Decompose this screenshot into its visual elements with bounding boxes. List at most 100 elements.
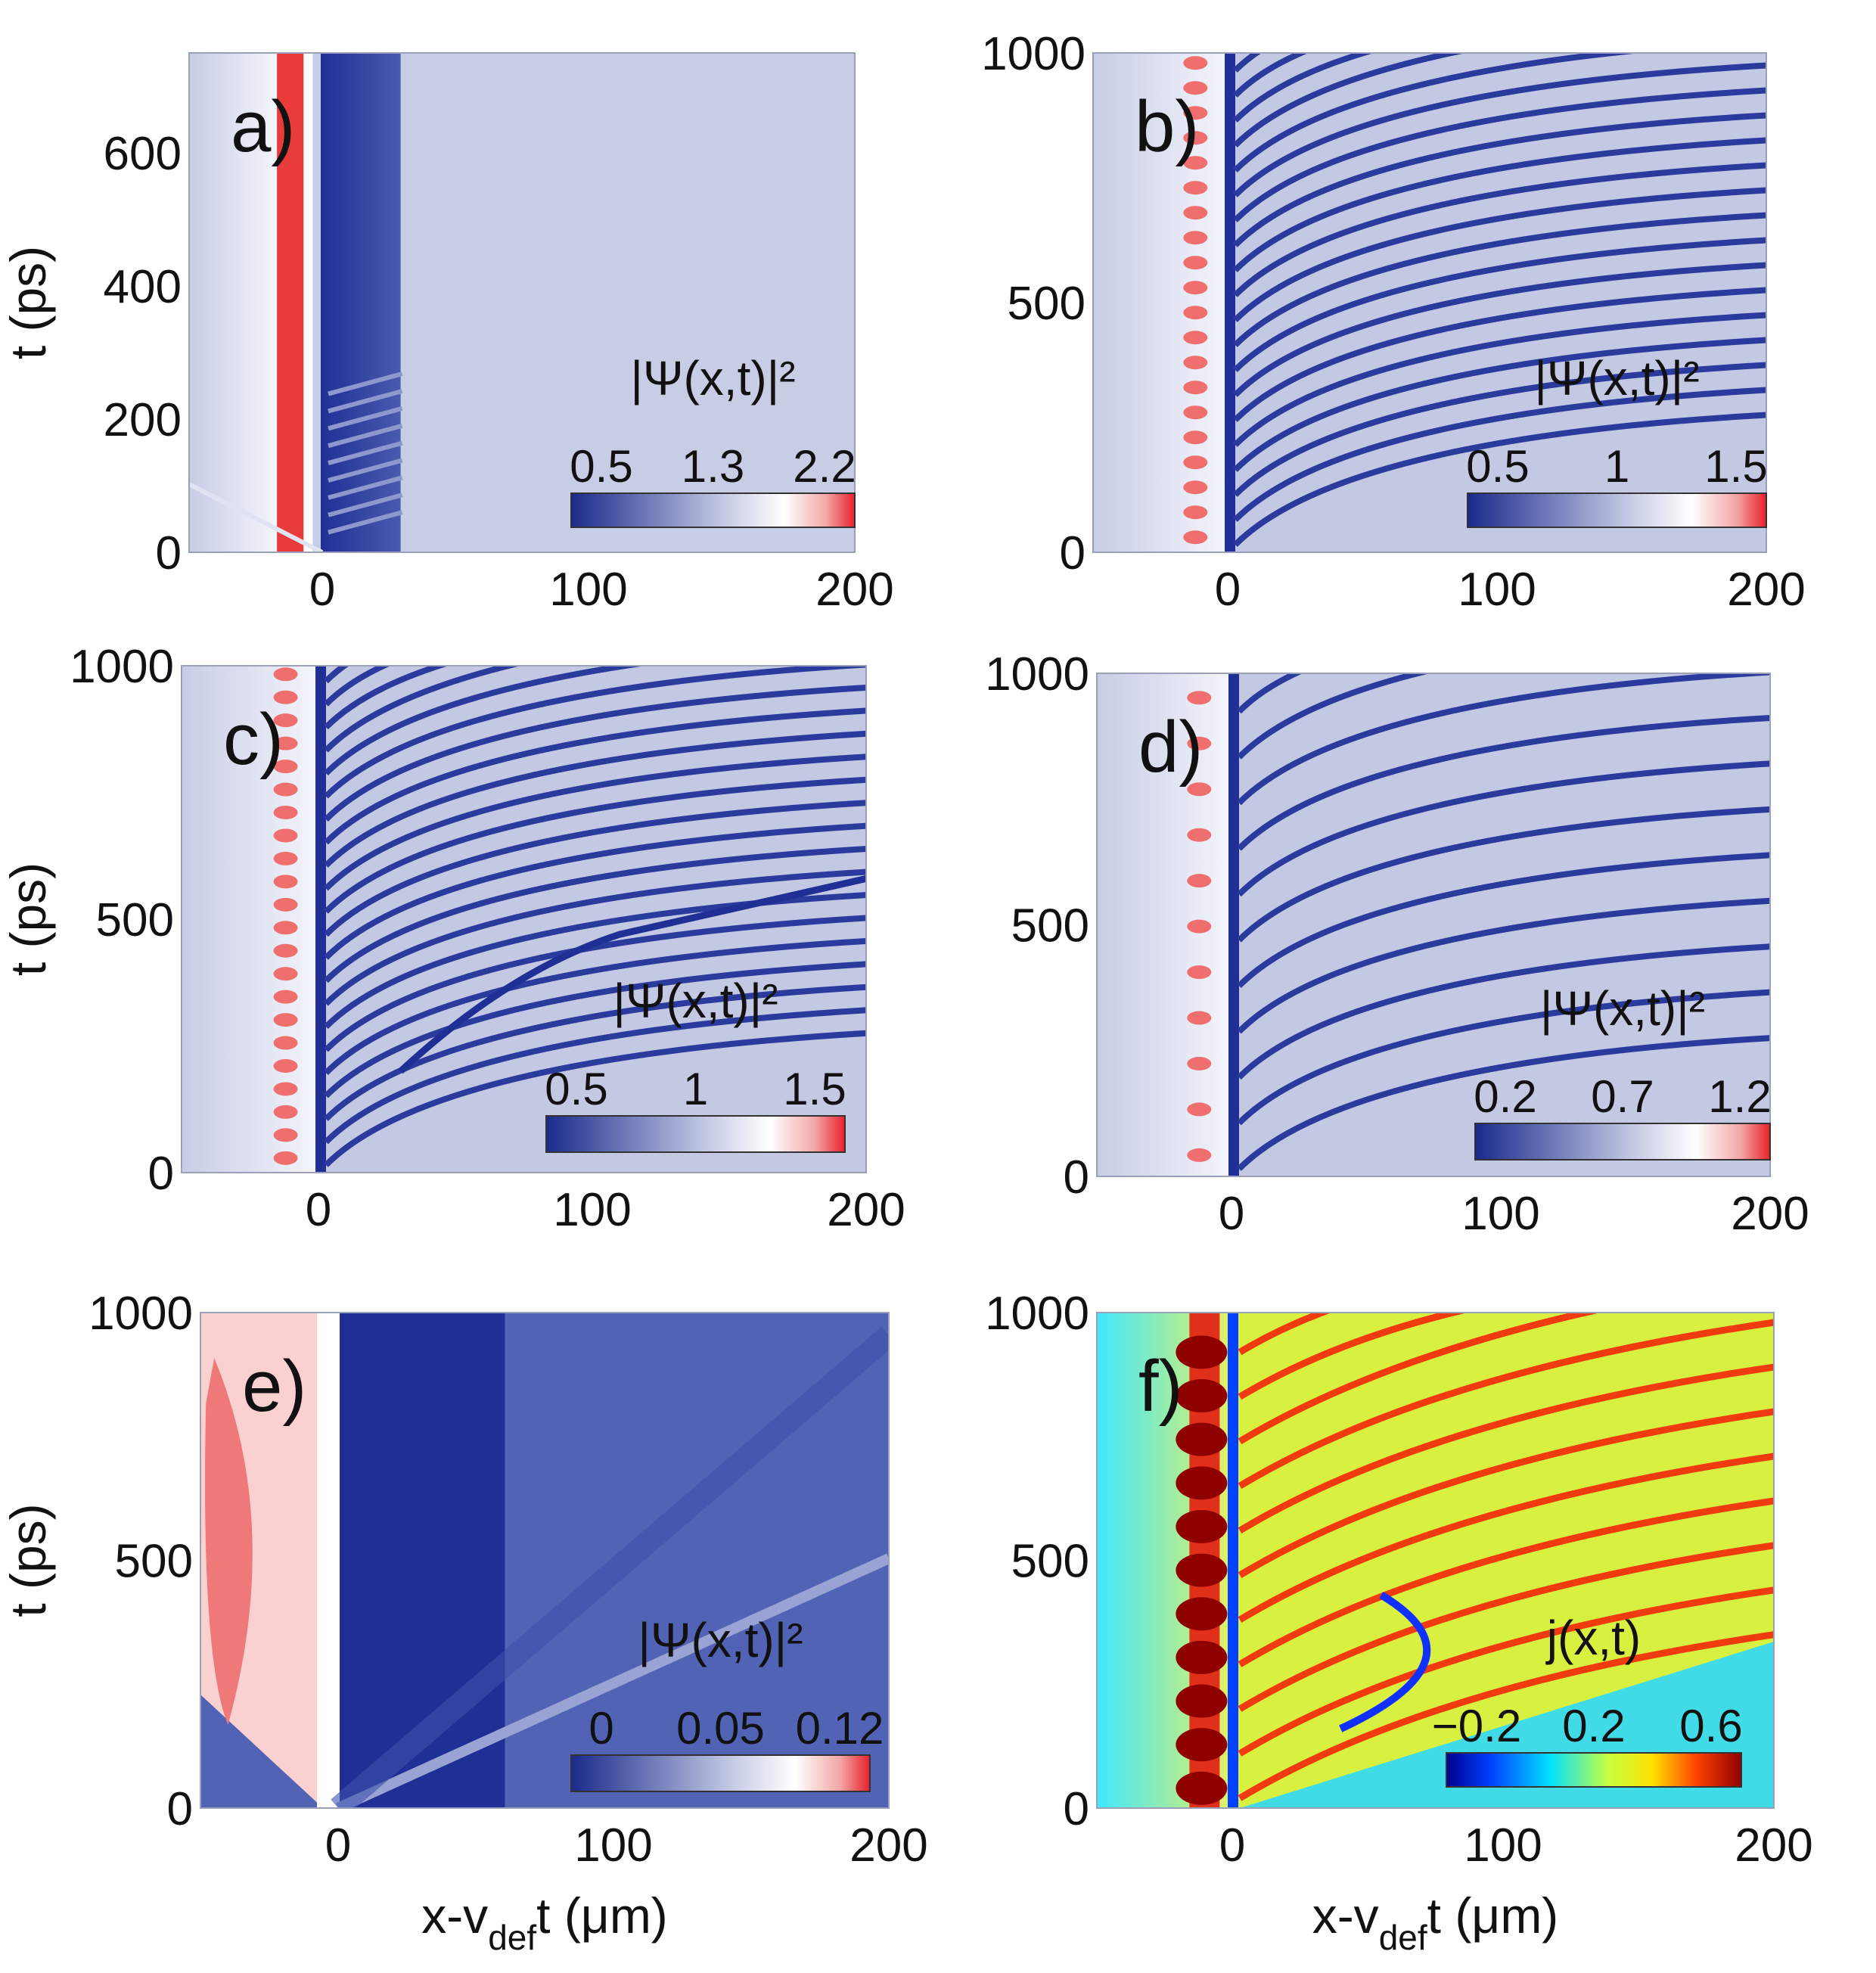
dark-soliton <box>324 1007 866 1145</box>
red-spot <box>1187 1056 1212 1070</box>
red-spot <box>273 805 298 819</box>
y-tick-label: 0 <box>156 527 182 579</box>
defect-line <box>1228 1313 1238 1808</box>
y-tick-label: 1000 <box>985 1288 1089 1340</box>
dark-soliton <box>1237 852 1770 989</box>
red-spot <box>1187 828 1212 842</box>
colorbar-tick-label: 0.5 <box>545 1064 607 1114</box>
colorbar: |Ψ(x,t)|²0.2 0.7 1.2 <box>1474 981 1772 1160</box>
y-tick-label: 500 <box>1011 1536 1089 1588</box>
colorbar-title: |Ψ(x,t)|² <box>1534 351 1699 405</box>
y-tick-label: 1000 <box>89 1288 193 1340</box>
red-spot <box>1183 181 1208 195</box>
colorbar-tick-label: 0 <box>589 1703 613 1754</box>
red-spot <box>1183 206 1208 220</box>
dark-soliton <box>1233 337 1766 472</box>
x-tick-label: 100 <box>553 1184 631 1236</box>
colorbar: |Ψ(x,t)|² 0 0.05 0.12 <box>570 1613 884 1792</box>
ripple-line <box>328 475 403 500</box>
red-spot <box>273 690 298 704</box>
dark-soliton <box>1237 897 1770 1034</box>
red-spot <box>273 1036 298 1050</box>
dark-soliton <box>324 846 866 983</box>
heatmap-area <box>1093 53 1766 552</box>
panel-d: d) 0 100 200 0 500 1000 |Ψ(x,t)|²0.2 0.7 1.2 <box>985 648 1809 1240</box>
red-spot <box>273 943 298 958</box>
colorbar-tick-label: 1.2 <box>1708 1071 1771 1122</box>
dark-soliton <box>324 666 866 799</box>
colorbar-tick-label: 1.5 <box>783 1064 846 1114</box>
red-spot <box>1183 505 1208 520</box>
plot-frame <box>1096 1312 1775 1809</box>
red-spot <box>273 1013 298 1027</box>
colorbar: |Ψ(x,t)|²0.5 1 1.5 <box>1466 351 1768 528</box>
ripple-line <box>328 458 403 483</box>
panel-label: c) <box>223 699 284 780</box>
dark-soliton <box>324 800 866 937</box>
red-spot <box>273 1151 298 1165</box>
x-axis-label: x-vdeft (μm) <box>1312 1888 1559 1957</box>
red-spot <box>1183 306 1208 320</box>
y-tick-label: 400 <box>104 261 182 313</box>
ripple-line <box>328 371 403 396</box>
red-spot <box>1183 455 1208 470</box>
colorbar-tick-label: 0.5 <box>1466 441 1529 492</box>
defect-line <box>315 666 326 1173</box>
dark-soliton <box>1233 187 1766 322</box>
heatmap-area <box>200 1313 889 1808</box>
dark-soliton <box>1233 137 1766 272</box>
red-spot <box>1183 480 1208 495</box>
y-tick-label: 500 <box>96 894 174 946</box>
dark-soliton <box>324 868 866 1006</box>
dark-soliton <box>1233 387 1766 522</box>
red-spot <box>1187 736 1212 750</box>
current-filament <box>1238 1313 1332 1356</box>
dark-soliton <box>324 915 866 1052</box>
y-axis-label: t (ps) <box>0 862 56 976</box>
y-axis-label: t (ps) <box>0 246 56 359</box>
left-region <box>189 53 278 552</box>
red-spot <box>1183 106 1208 120</box>
heatmap-area <box>182 666 866 1173</box>
dark-soliton <box>1233 362 1766 497</box>
y-tick-label: 0 <box>1064 1783 1089 1835</box>
dark-soliton <box>1237 1035 1770 1171</box>
plot-frame <box>181 665 867 1173</box>
current-bulge <box>1176 1640 1228 1674</box>
colorbar-gradient <box>570 1754 871 1792</box>
wake-line <box>331 1326 889 1808</box>
x-tick-label: 200 <box>815 564 893 616</box>
dark-soliton <box>1233 212 1766 347</box>
red-spot <box>1187 874 1212 888</box>
x-axis-label: x-vdeft (μm) <box>421 1888 668 1957</box>
red-spot <box>1187 965 1212 980</box>
red-spot <box>1183 131 1208 145</box>
current-filament <box>1238 1497 1774 1667</box>
panel-e: e) 0 100 200 0 500 1000 t (ps) x-vdeft (μm) |Ψ(x,… <box>0 1288 928 1957</box>
x-tick-label: 100 <box>1464 1819 1542 1872</box>
red-spot <box>273 851 298 865</box>
plot-frame <box>1096 673 1771 1177</box>
dark-soliton <box>1233 287 1766 422</box>
dark-soliton <box>324 1030 866 1167</box>
colorbar-tick-label: 0.05 <box>676 1703 765 1754</box>
current-filament <box>1238 1408 1774 1579</box>
dark-soliton <box>1233 62 1766 197</box>
red-spot <box>1183 256 1208 270</box>
dark-soliton <box>1233 312 1766 447</box>
red-spot <box>273 875 298 889</box>
red-spot <box>1187 1148 1212 1162</box>
dark-soliton <box>1237 989 1770 1126</box>
red-spot <box>273 828 298 843</box>
y-tick-label: 1000 <box>981 28 1086 80</box>
ripple-line <box>328 440 403 465</box>
colorbar-gradient <box>1446 1752 1742 1788</box>
panel-label: a) <box>231 86 295 167</box>
heatmap-area <box>189 53 855 552</box>
panel-a: a) 0 100 200 0 200 400 600 t (ps) |Ψ(x,t)|² 0.5 1.3… <box>0 52 894 616</box>
dark-soliton <box>1237 714 1770 851</box>
colorbar-title: |Ψ(x,t)|² <box>638 1613 803 1667</box>
colorbar-tick-label: 0.2 <box>1474 1071 1536 1122</box>
y-tick-label: 600 <box>104 128 182 180</box>
white-edge <box>303 53 313 552</box>
